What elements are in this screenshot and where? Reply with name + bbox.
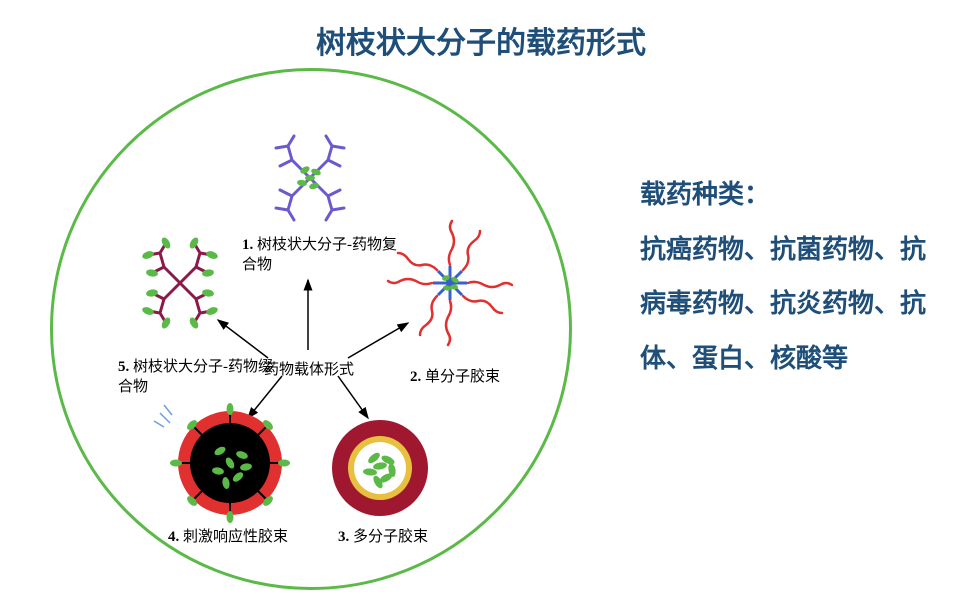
side-body: 抗癌药物、抗菌药物、抗病毒药物、抗炎药物、抗体、蛋白、核酸等: [640, 223, 940, 387]
diagram-container: 药物载体形式 1. 树枝状大分子-药物复 合物 2. 单分子胶束 3. 多分子胶…: [50, 68, 570, 588]
node5-label: 5. 树枝状大分子-药物缀 合物: [118, 358, 278, 397]
node3-num: 3.: [338, 529, 349, 545]
node1-num: 1.: [242, 237, 253, 253]
page-title: 树枝状大分子的载药形式: [0, 18, 962, 62]
node2-num: 2.: [410, 369, 421, 385]
node5-graphic: [141, 236, 219, 330]
node2-label: 2. 单分子胶束: [410, 368, 500, 388]
node2-text: 单分子胶束: [425, 369, 500, 385]
node4-label: 4. 刺激响应性胶束: [168, 528, 288, 548]
node3-label: 3. 多分子胶束: [338, 528, 428, 548]
arrows: [218, 280, 408, 418]
node5-num: 5.: [118, 359, 129, 375]
node2-graphic: [388, 221, 512, 345]
node4-graphic: [154, 403, 290, 523]
node3-text: 多分子胶束: [353, 529, 428, 545]
diagram-svg: [50, 68, 570, 588]
side-title: 载药种类：: [640, 168, 940, 223]
node1-text: 树枝状大分子-药物复 合物: [242, 237, 397, 273]
node5-text: 树枝状大分子-药物缀 合物: [118, 359, 273, 395]
node4-text: 刺激响应性胶束: [183, 529, 288, 545]
node4-num: 4.: [168, 529, 179, 545]
node1-graphic: [276, 136, 344, 220]
side-text: 载药种类： 抗癌药物、抗菌药物、抗病毒药物、抗炎药物、抗体、蛋白、核酸等: [640, 168, 940, 386]
node1-label: 1. 树枝状大分子-药物复 合物: [242, 236, 402, 275]
node3-graphic: [332, 420, 428, 516]
